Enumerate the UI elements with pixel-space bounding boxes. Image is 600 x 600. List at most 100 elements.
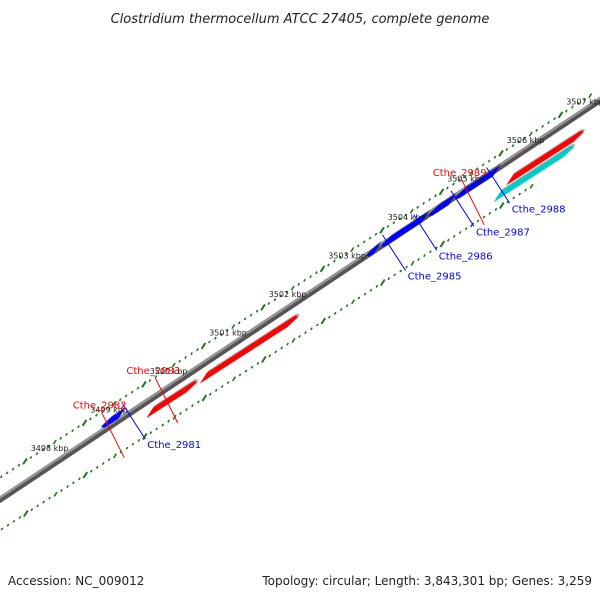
- tick-mark: [357, 296, 361, 300]
- tick-mark: [291, 337, 296, 343]
- coordinate-label: 3503 kbp: [328, 251, 366, 260]
- tick-mark: [345, 304, 349, 308]
- outer-tick-ring: [0, 183, 534, 531]
- gene-feature[interactable]: [365, 240, 383, 257]
- tick-mark: [553, 117, 556, 121]
- tick-mark: [286, 342, 289, 346]
- tick-mark: [529, 183, 534, 189]
- tick-mark: [356, 244, 360, 248]
- tick-mark: [393, 273, 397, 277]
- tick-mark: [576, 101, 580, 105]
- tick-mark: [5, 471, 9, 475]
- tick-mark: [350, 247, 355, 253]
- gene-feature[interactable]: [380, 209, 431, 247]
- tick-mark: [499, 202, 505, 210]
- coordinate-label: 3502 kbp: [269, 290, 307, 299]
- tick-mark: [410, 260, 415, 266]
- tick-mark: [494, 207, 498, 211]
- tick-mark: [237, 321, 241, 325]
- tick-mark: [131, 442, 135, 446]
- tick-mark: [130, 390, 134, 394]
- gene-label[interactable]: Cthe_2987: [476, 227, 530, 238]
- tick-mark: [89, 417, 92, 421]
- tick-mark: [524, 188, 527, 192]
- tick-mark: [18, 515, 22, 519]
- tick-mark: [208, 392, 212, 396]
- gene-feature[interactable]: [428, 192, 457, 216]
- tick-mark: [0, 475, 3, 479]
- gene-feature[interactable]: [199, 313, 300, 384]
- tick-mark: [399, 269, 403, 273]
- tick-mark: [66, 485, 69, 489]
- tick-mark: [463, 174, 467, 179]
- tick-mark: [118, 398, 122, 402]
- tick-mark: [11, 467, 15, 471]
- tick-mark: [125, 446, 129, 450]
- tick-mark: [310, 327, 313, 331]
- tick-mark: [161, 423, 165, 427]
- tick-mark: [470, 222, 475, 228]
- genome-title: Clostridium thermocellum ATCC 27405, com…: [111, 12, 490, 27]
- gene-labels: Cthe_2981 Cthe_2982 Cthe_2983 Cthe_2985 Cthe…: [73, 167, 566, 458]
- tick-mark: [369, 288, 373, 292]
- tick-mark: [72, 481, 75, 485]
- tick-mark: [95, 465, 99, 469]
- tick-mark: [493, 155, 497, 159]
- tick-mark: [404, 213, 408, 217]
- tick-mark: [232, 376, 237, 382]
- tick-mark: [380, 279, 386, 287]
- tick-mark: [196, 348, 199, 352]
- tick-mark: [344, 251, 348, 256]
- tick-mark: [398, 217, 402, 221]
- tick-mark: [261, 356, 267, 364]
- gene-label[interactable]: Cthe_2985: [408, 272, 462, 283]
- tick-mark: [368, 236, 372, 240]
- gene-label[interactable]: Cthe_2981: [147, 440, 201, 451]
- tick-mark: [243, 317, 247, 321]
- tick-mark: [250, 365, 254, 369]
- tick-mark: [457, 178, 461, 182]
- tick-mark: [482, 215, 486, 219]
- tick-mark: [423, 254, 426, 258]
- tick-mark: [428, 198, 431, 202]
- tick-mark: [298, 334, 301, 338]
- tick-mark: [148, 378, 152, 383]
- tick-mark: [498, 149, 504, 157]
- accession-label: Accession: NC_009012: [8, 574, 144, 588]
- tick-mark: [71, 429, 74, 433]
- gene-feature[interactable]: [506, 128, 586, 186]
- tick-mark: [136, 386, 140, 390]
- tick-mark: [458, 230, 462, 235]
- tick-mark: [260, 303, 266, 311]
- gene-feature[interactable]: [493, 144, 576, 203]
- tick-mark: [280, 346, 284, 350]
- tick-mark: [184, 355, 187, 359]
- tick-mark: [142, 433, 148, 441]
- gene-feature[interactable]: [146, 379, 199, 419]
- gene-label[interactable]: Cthe_2989: [433, 168, 487, 179]
- tick-mark: [82, 471, 89, 479]
- tick-mark: [42, 500, 46, 504]
- tick-mark: [160, 371, 164, 375]
- tick-mark: [469, 170, 474, 176]
- gene-label[interactable]: Cthe_2986: [439, 251, 493, 262]
- tick-mark: [387, 277, 391, 281]
- gene-leader-line: [382, 234, 407, 271]
- tick-mark: [523, 136, 527, 140]
- gene-label[interactable]: Cthe_2983: [126, 366, 180, 377]
- tick-mark: [446, 238, 450, 242]
- tick-mark: [124, 394, 128, 398]
- gene-label[interactable]: Cthe_2982: [73, 401, 127, 412]
- tick-mark: [439, 240, 446, 248]
- genome-backbone: [0, 96, 600, 504]
- tick-mark: [588, 93, 593, 99]
- tick-mark: [327, 315, 331, 319]
- tick-mark: [362, 240, 366, 244]
- gene-body: [454, 165, 501, 199]
- tick-mark: [179, 411, 182, 415]
- tick-mark: [416, 205, 420, 209]
- tick-mark: [6, 523, 10, 527]
- gene-feature[interactable]: [454, 163, 502, 199]
- tick-mark: [375, 284, 379, 288]
- gene-label[interactable]: Cthe_2988: [512, 204, 566, 215]
